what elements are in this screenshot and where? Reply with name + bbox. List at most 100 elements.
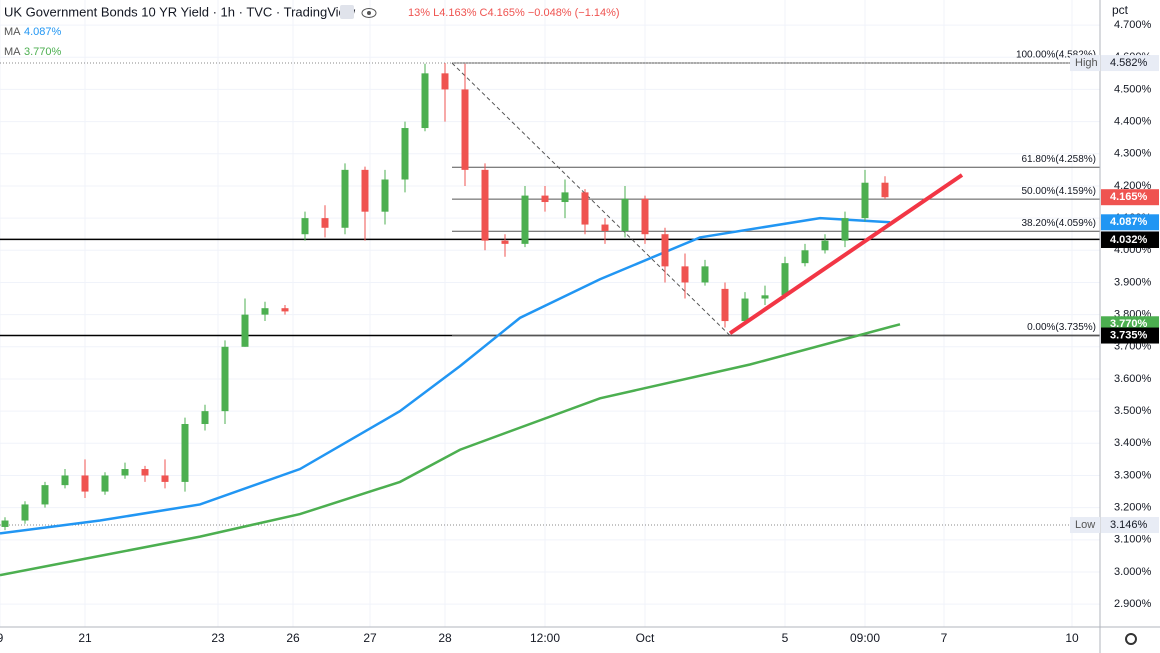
candle-body	[541, 195, 549, 203]
candle-body	[741, 298, 749, 322]
y-tick-label: 3.000%	[1114, 566, 1152, 578]
candle-body	[181, 424, 189, 482]
fib-diagonal	[451, 62, 731, 336]
moving-average	[0, 216, 891, 535]
candle-body	[401, 128, 409, 180]
candle-body	[461, 89, 469, 170]
price-badge-label: 4.087%	[1110, 216, 1148, 228]
candle-body	[681, 266, 689, 283]
candle-body	[261, 308, 269, 315]
legend-name: MA	[4, 26, 21, 38]
candle-body	[841, 218, 849, 241]
candle-body	[61, 475, 69, 486]
candle-body	[421, 73, 429, 129]
candle-body	[341, 169, 349, 228]
x-tick-label: 28	[438, 631, 452, 645]
fib-label: 38.20%(4.059%)	[1022, 218, 1097, 229]
candle-body	[521, 195, 529, 244]
candle-body	[121, 469, 129, 476]
candle-body	[141, 469, 149, 476]
legend-name: MA	[4, 46, 21, 58]
legend-value: 4.087%	[24, 26, 62, 38]
candle-body	[321, 218, 329, 228]
x-tick-label: Oct	[636, 631, 655, 645]
candle-body	[41, 485, 49, 505]
candle-body	[381, 179, 389, 212]
legend-value: 3.770%	[24, 46, 62, 58]
x-tick-label: 9	[0, 631, 4, 645]
candle-body	[101, 475, 109, 492]
candle-body	[241, 314, 249, 347]
price-badge-label: 4.165%	[1110, 191, 1148, 203]
fib-label: 50.00%(4.159%)	[1022, 186, 1097, 197]
candle-body	[21, 504, 29, 521]
badge-tag: Low	[1075, 519, 1095, 531]
trendline	[728, 173, 964, 335]
candle-body	[641, 198, 649, 235]
x-tick-label: 27	[363, 631, 377, 645]
candle-body	[761, 295, 769, 299]
y-tick-label: 4.700%	[1114, 19, 1152, 31]
y-tick-label: 3.700%	[1114, 341, 1152, 353]
price-badge	[1101, 517, 1159, 534]
moving-average	[0, 323, 901, 577]
gear[interactable]	[1125, 633, 1137, 645]
candle-body	[481, 169, 489, 241]
candle-body	[221, 346, 229, 412]
fib-label: 61.80%(4.258%)	[1022, 154, 1097, 165]
candle-body	[281, 308, 289, 312]
candle-body	[561, 192, 569, 203]
price-badge-label: 3.770%	[1110, 318, 1148, 330]
price-badge-label: 3.146%	[1110, 519, 1148, 531]
x-tick-label: 5	[782, 631, 789, 645]
candle-body	[441, 73, 449, 90]
candle-body	[621, 198, 629, 231]
y-tick-label: 3.600%	[1114, 373, 1152, 385]
price-badge	[1101, 189, 1159, 206]
x-tick-label: 21	[78, 631, 92, 645]
price-badge	[1101, 55, 1159, 72]
y-tick-label: 2.900%	[1114, 598, 1152, 610]
eye-icon[interactable]	[361, 8, 377, 18]
fib-label: 0.00%(3.735%)	[1027, 322, 1096, 333]
y-tick-label: 4.200%	[1114, 180, 1152, 192]
icon[interactable]	[340, 5, 354, 19]
candle-body	[201, 411, 209, 425]
badge-tag-bg	[1070, 517, 1100, 534]
price-badge	[1101, 214, 1159, 231]
y-tick-label: 3.500%	[1114, 405, 1152, 417]
fib-label: 100.00%(4.582%)	[1016, 50, 1096, 61]
candle-body	[161, 475, 169, 482]
plot: 100.00%(4.582%) 61.80%(4.258%) 50.00%(4.15…	[0, 0, 1100, 627]
candle-body	[81, 475, 89, 492]
y-tick-label: 3.900%	[1114, 276, 1152, 288]
x-tick-label: 26	[286, 631, 300, 645]
settings-icon[interactable]	[1125, 633, 1137, 645]
unit-label: pct	[1112, 3, 1129, 17]
candle-body	[661, 234, 669, 267]
x-tick-label: 09:00	[850, 631, 880, 645]
y-tick-label: 3.300%	[1114, 469, 1152, 481]
y-tick-label: 4.300%	[1114, 148, 1152, 160]
x-tick-label: 23	[211, 631, 225, 645]
badge-tag: High	[1075, 57, 1098, 69]
y-tick-label: 3.200%	[1114, 502, 1152, 514]
ohlc-text: 13% L4.163% C4.165% −0.048% (−1.14%)	[408, 7, 620, 19]
y-tick-label: 3.400%	[1114, 437, 1152, 449]
price-badge-label: 3.735%	[1110, 329, 1148, 341]
y-tick-label: 4.400%	[1114, 116, 1152, 128]
candle-body	[361, 169, 369, 212]
candle-body	[701, 266, 709, 283]
candle-body	[801, 250, 809, 264]
candle-body	[821, 240, 829, 251]
candle-body	[781, 263, 789, 296]
y-tick-label: 3.100%	[1114, 534, 1152, 546]
chart-title: UK Government Bonds 10 YR Yield · 1h · T…	[4, 4, 356, 19]
y-tick-label: 4.500%	[1114, 83, 1152, 95]
candle-body	[601, 224, 609, 231]
eye-icon	[367, 11, 371, 15]
candle-body	[881, 182, 889, 198]
